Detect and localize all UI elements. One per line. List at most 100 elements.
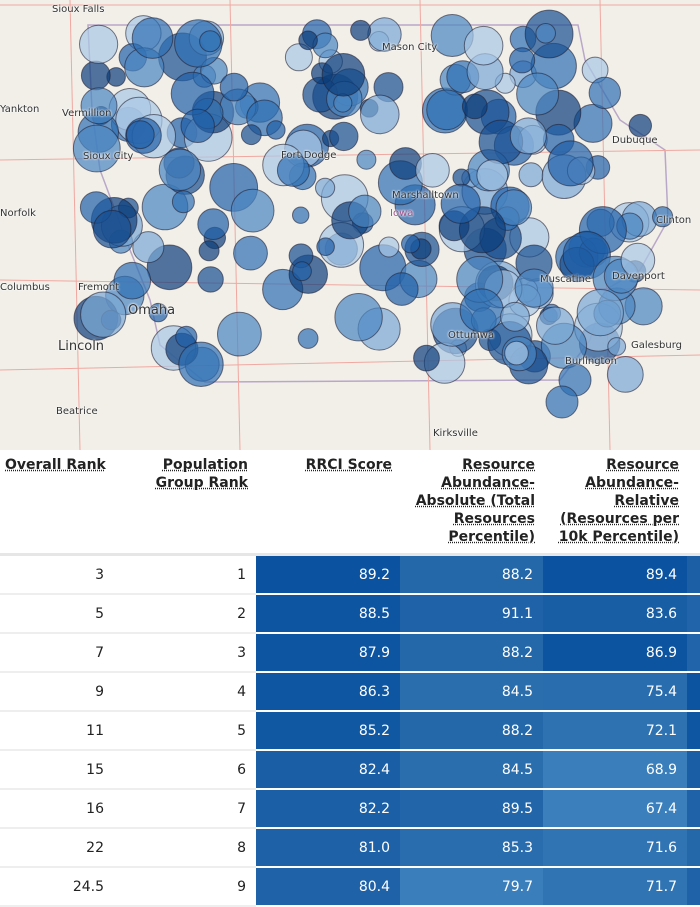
county-circle[interactable]: [459, 288, 504, 333]
table-row[interactable]: 11 5 85.2 88.2 72.1: [0, 711, 700, 751]
county-circle[interactable]: [170, 71, 215, 116]
county-circle[interactable]: [350, 19, 372, 41]
county-circle[interactable]: [315, 177, 336, 198]
county-circle[interactable]: [588, 76, 621, 110]
county-circle[interactable]: [178, 341, 224, 387]
abundance-absolute-cell: 88.2: [400, 711, 543, 751]
county-circle[interactable]: [219, 72, 249, 102]
county-circle[interactable]: [334, 293, 383, 342]
county-circle[interactable]: [463, 25, 504, 66]
county-circle[interactable]: [440, 183, 481, 224]
county-circle[interactable]: [348, 194, 382, 229]
abundance-relative-cell: 67.4: [543, 789, 687, 829]
county-circle[interactable]: [171, 190, 195, 214]
county-circle[interactable]: [500, 301, 530, 332]
county-circle[interactable]: [401, 234, 421, 254]
county-circle[interactable]: [321, 53, 366, 97]
county-circle[interactable]: [607, 337, 627, 356]
county-circle[interactable]: [535, 23, 557, 44]
county-circle[interactable]: [518, 162, 544, 188]
county-circle[interactable]: [125, 120, 155, 150]
table-row[interactable]: 24.5 9 80.4 79.7 71.7: [0, 867, 700, 907]
county-circle[interactable]: [276, 153, 310, 187]
county-circle[interactable]: [360, 94, 400, 135]
column-header-population-group-rank[interactable]: Population Group Rank: [114, 450, 256, 556]
abundance-absolute-cell: 85.3: [400, 828, 543, 868]
rrci-score-cell: 82.4: [256, 750, 400, 790]
county-circle[interactable]: [132, 231, 165, 264]
county-circle[interactable]: [606, 356, 644, 393]
county-circle[interactable]: [297, 328, 319, 349]
abundance-relative-cell: 68.9: [543, 750, 687, 790]
county-circle[interactable]: [378, 236, 400, 258]
county-circle[interactable]: [426, 89, 468, 131]
map[interactable]: Sioux Falls Yankton Vermillion Sioux Cit…: [0, 0, 700, 450]
rrci-score-cell: 89.2: [256, 554, 400, 595]
county-circle[interactable]: [516, 72, 560, 116]
county-circle[interactable]: [72, 124, 121, 173]
county-circle[interactable]: [148, 302, 169, 323]
county-circle[interactable]: [545, 385, 579, 419]
table-row[interactable]: 15 6 82.4 84.5 68.9: [0, 750, 700, 790]
column-header-abundance-relative[interactable]: Resource Abundance-Relative (Resources p…: [543, 450, 687, 556]
county-circle[interactable]: [217, 311, 262, 357]
county-circle[interactable]: [509, 117, 547, 155]
table-row[interactable]: 5 2 88.5 91.1 83.6: [0, 594, 700, 634]
county-circle[interactable]: [476, 159, 509, 192]
county-circle[interactable]: [452, 168, 471, 187]
county-circle[interactable]: [80, 87, 118, 125]
rrci-score-cell: 88.5: [256, 594, 400, 634]
city-label: Columbus: [0, 282, 50, 293]
county-circle[interactable]: [284, 43, 313, 72]
table-row[interactable]: 16 7 82.2 89.5 67.4: [0, 789, 700, 829]
table-row[interactable]: 3 1 89.2 88.2 89.4: [0, 554, 700, 595]
county-circle[interactable]: [413, 344, 440, 372]
county-circle[interactable]: [230, 188, 275, 233]
column-header-rrci-score[interactable]: RRCI Score: [256, 450, 400, 556]
county-circle[interactable]: [415, 153, 450, 188]
county-circle[interactable]: [495, 189, 533, 226]
table-row[interactable]: 22 8 81.0 85.3 71.6: [0, 828, 700, 868]
county-circle[interactable]: [652, 206, 674, 228]
county-circle[interactable]: [199, 30, 222, 53]
county-circle[interactable]: [628, 113, 652, 138]
county-circle[interactable]: [198, 240, 220, 262]
column-header-abundance-absolute[interactable]: Resource Abundance-Absolute (Total Resou…: [400, 450, 543, 556]
county-circle[interactable]: [547, 140, 594, 187]
county-circle[interactable]: [333, 93, 353, 113]
table-row[interactable]: 9 4 86.3 84.5 75.4: [0, 672, 700, 712]
county-circle[interactable]: [504, 340, 529, 366]
county-circle[interactable]: [292, 206, 310, 224]
county-circle[interactable]: [266, 120, 286, 140]
county-circle[interactable]: [576, 289, 624, 337]
county-circle[interactable]: [80, 291, 127, 338]
county-circle[interactable]: [508, 47, 536, 74]
county-circle[interactable]: [329, 121, 359, 152]
column-header-overall-rank[interactable]: Overall Rank: [0, 450, 114, 556]
county-circle[interactable]: [385, 272, 419, 306]
county-circle[interactable]: [536, 306, 575, 345]
county-circle[interactable]: [316, 237, 335, 256]
county-circle[interactable]: [356, 149, 377, 170]
county-circle[interactable]: [292, 261, 312, 282]
county-circle[interactable]: [80, 60, 111, 91]
city-label: Sioux City: [83, 151, 134, 162]
county-circle[interactable]: [158, 148, 202, 192]
county-circle[interactable]: [131, 17, 174, 59]
county-circle[interactable]: [197, 266, 224, 293]
county-circle[interactable]: [180, 108, 215, 144]
county-circle[interactable]: [240, 124, 262, 146]
county-circle[interactable]: [620, 242, 656, 278]
county-circle[interactable]: [79, 24, 119, 64]
county-circle[interactable]: [233, 235, 268, 271]
abundance-relative-cell: 75.4: [543, 672, 687, 712]
county-circle[interactable]: [461, 93, 488, 120]
county-circle[interactable]: [298, 30, 318, 51]
overall-rank-cell: 3: [0, 554, 114, 595]
county-circle[interactable]: [113, 261, 152, 300]
table-row[interactable]: 7 3 87.9 88.2 86.9: [0, 633, 700, 673]
county-circle[interactable]: [197, 208, 230, 241]
county-circle[interactable]: [514, 268, 554, 308]
abundance-absolute-cell: 89.5: [400, 789, 543, 829]
county-circle[interactable]: [92, 209, 132, 249]
